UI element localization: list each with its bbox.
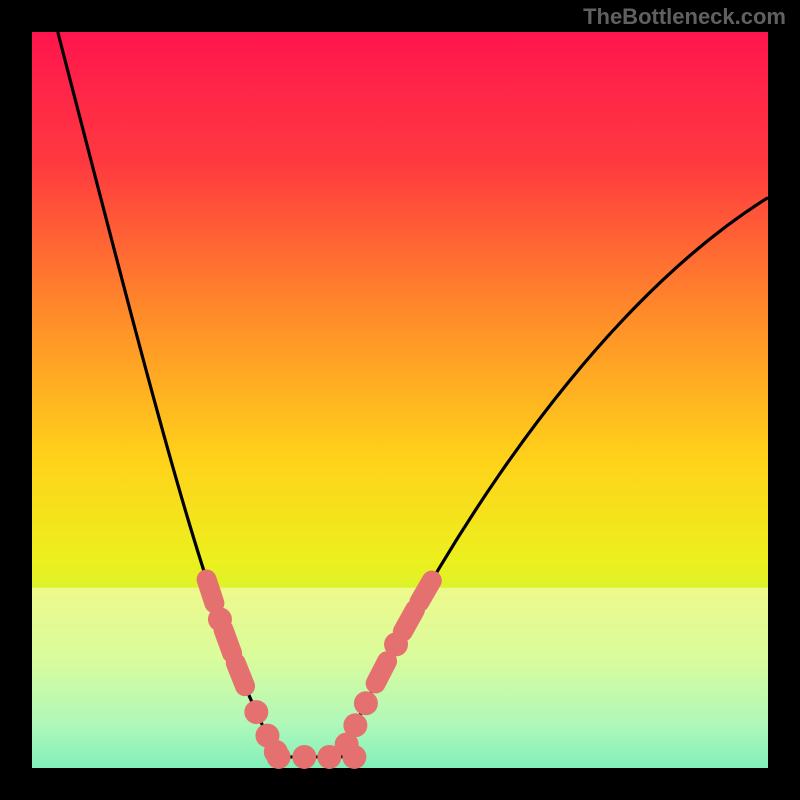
- marker-dot: [384, 632, 408, 656]
- highlight-band: [32, 588, 768, 768]
- watermark-text: TheBottleneck.com: [583, 4, 786, 30]
- marker-dot: [354, 691, 378, 715]
- bottleneck-chart-svg: [0, 0, 800, 800]
- chart-canvas: TheBottleneck.com: [0, 0, 800, 800]
- marker-dot: [244, 700, 268, 724]
- marker-dot: [208, 607, 232, 631]
- marker-dot: [292, 745, 316, 769]
- marker-dot: [343, 713, 367, 737]
- marker-dot: [267, 745, 291, 769]
